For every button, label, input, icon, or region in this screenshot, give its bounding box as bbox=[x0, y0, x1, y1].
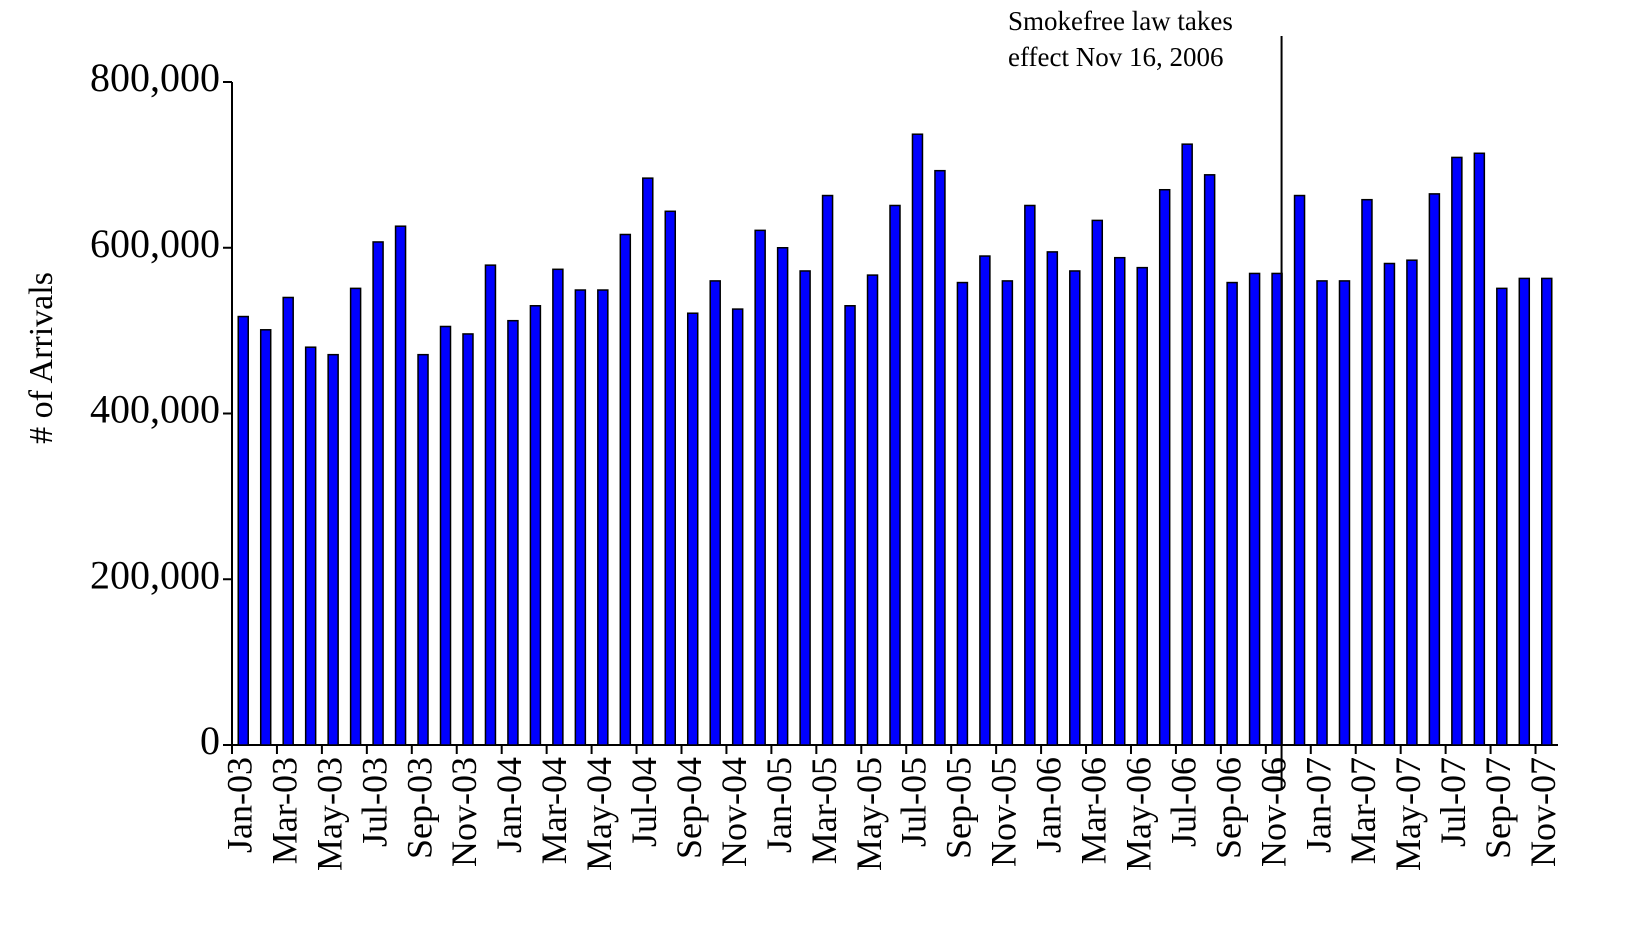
y-tick-label: 0 bbox=[200, 718, 220, 763]
bar bbox=[1091, 219, 1104, 746]
x-tick-label: Nov-07 bbox=[1523, 757, 1563, 867]
x-tick-label: May-07 bbox=[1388, 757, 1428, 871]
y-tick-label: 400,000 bbox=[90, 387, 220, 432]
bar bbox=[956, 281, 969, 746]
bar bbox=[619, 233, 632, 746]
bar bbox=[731, 308, 744, 746]
bar bbox=[484, 264, 497, 746]
bar bbox=[1226, 281, 1238, 746]
bar bbox=[327, 353, 339, 746]
bar bbox=[394, 225, 407, 746]
x-tick-label: Nov-03 bbox=[444, 757, 484, 867]
bar bbox=[844, 305, 856, 746]
bar bbox=[439, 325, 452, 746]
x-tick-label: Jul-05 bbox=[894, 757, 934, 847]
x-tick-label: Mar-06 bbox=[1074, 757, 1114, 864]
x-tick-label: Jul-04 bbox=[624, 757, 664, 847]
x-tick-label: Nov-06 bbox=[1253, 757, 1293, 867]
y-axis-title: # of Arrivals bbox=[23, 272, 60, 444]
bar bbox=[1338, 280, 1351, 746]
x-tick-label: Sep-05 bbox=[939, 757, 979, 859]
bar bbox=[1428, 193, 1441, 746]
x-tick-label: Jul-06 bbox=[1163, 757, 1203, 847]
x-tick-label: Mar-07 bbox=[1343, 757, 1383, 864]
y-tick-label: 600,000 bbox=[90, 221, 220, 266]
x-tick-label: May-04 bbox=[579, 757, 619, 871]
bar bbox=[642, 177, 654, 746]
bar bbox=[529, 305, 542, 746]
bar bbox=[1316, 280, 1328, 746]
bar bbox=[259, 329, 272, 746]
bar bbox=[1181, 143, 1193, 746]
bar bbox=[1293, 194, 1306, 746]
x-tick-label: Sep-04 bbox=[669, 757, 709, 859]
bar bbox=[574, 289, 587, 746]
bar bbox=[709, 280, 721, 746]
x-tick-label: Jan-04 bbox=[489, 757, 529, 853]
bar bbox=[1473, 152, 1486, 746]
bar bbox=[821, 194, 834, 746]
x-tick-label: Jul-07 bbox=[1433, 757, 1473, 847]
x-tick-label: Mar-03 bbox=[264, 757, 304, 864]
bar bbox=[686, 312, 699, 746]
bar bbox=[1046, 251, 1059, 746]
x-tick-label: Jul-03 bbox=[354, 757, 394, 847]
x-tick-label: May-03 bbox=[309, 757, 349, 871]
x-tick-label: Nov-04 bbox=[714, 757, 754, 867]
x-tick-label: Sep-06 bbox=[1208, 757, 1248, 859]
x-tick-label: May-05 bbox=[849, 757, 889, 871]
bar bbox=[552, 268, 564, 746]
bar bbox=[597, 289, 609, 746]
bar bbox=[1024, 204, 1036, 746]
bar bbox=[754, 229, 766, 746]
bar bbox=[349, 287, 362, 746]
bar bbox=[1383, 262, 1396, 746]
bar bbox=[934, 169, 946, 746]
x-tick-label: Sep-07 bbox=[1478, 757, 1518, 859]
bar bbox=[1069, 270, 1081, 746]
bar bbox=[911, 133, 924, 746]
bar bbox=[1541, 277, 1553, 746]
x-tick-label: May-06 bbox=[1118, 757, 1158, 871]
bar bbox=[1203, 174, 1216, 746]
bar bbox=[799, 270, 811, 746]
bar bbox=[979, 255, 991, 746]
bar bbox=[1406, 259, 1418, 746]
bar bbox=[1451, 156, 1463, 746]
bar bbox=[1136, 266, 1148, 746]
bar bbox=[1113, 256, 1126, 746]
annotation: effect Nov 16, 2006 bbox=[1008, 42, 1223, 72]
bar bbox=[462, 333, 474, 746]
bar bbox=[1001, 280, 1014, 746]
bar bbox=[304, 346, 317, 746]
bar bbox=[1518, 277, 1531, 746]
bar bbox=[507, 319, 519, 746]
bar bbox=[237, 315, 249, 746]
bar bbox=[1361, 198, 1373, 746]
bar bbox=[282, 296, 294, 746]
x-tick-label: Mar-04 bbox=[534, 757, 574, 864]
y-tick-label: 200,000 bbox=[90, 552, 220, 597]
x-tick-label: Jan-05 bbox=[759, 757, 799, 853]
x-tick-label: Nov-05 bbox=[984, 757, 1024, 867]
bar bbox=[372, 241, 384, 746]
bar bbox=[1496, 287, 1508, 746]
x-tick-label: Sep-03 bbox=[399, 757, 439, 859]
bar bbox=[866, 274, 879, 746]
bar bbox=[889, 204, 901, 746]
x-tick-label: Mar-05 bbox=[804, 757, 844, 864]
bar bbox=[664, 210, 677, 746]
bar bbox=[1158, 188, 1171, 746]
bar bbox=[776, 247, 789, 746]
x-tick-label: Jan-07 bbox=[1298, 757, 1338, 853]
bar bbox=[1248, 272, 1261, 746]
bar bbox=[417, 353, 429, 746]
x-tick-label: Jan-03 bbox=[220, 757, 260, 853]
annotation: Smokefree law takes bbox=[1008, 6, 1233, 36]
y-tick-label: 800,000 bbox=[90, 55, 220, 100]
x-tick-label: Jan-06 bbox=[1029, 757, 1069, 853]
